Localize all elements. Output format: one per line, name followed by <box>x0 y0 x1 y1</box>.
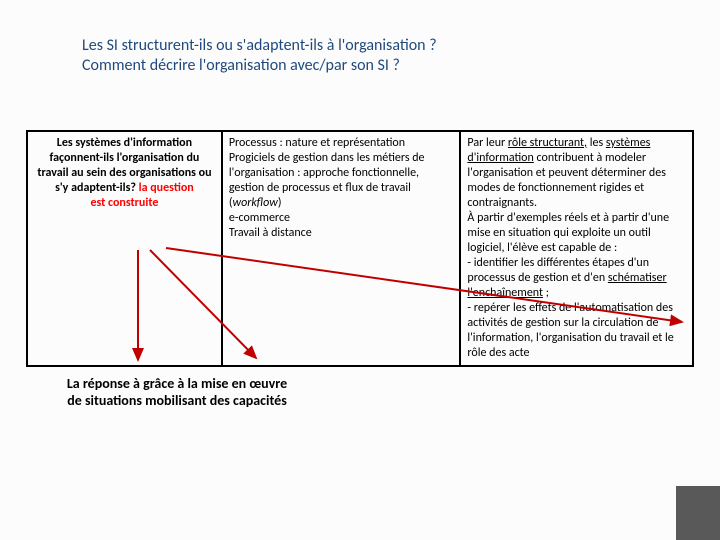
context-p4: - repérer les effets de l'automatisation… <box>467 301 686 361</box>
context-p2: À partir d'exemples réels et à partir d'… <box>467 211 686 256</box>
content-table: Les systèmes d'information façonnent-ils… <box>26 130 694 367</box>
cell-context: Par leur rôle structurant, les systèmes … <box>461 132 692 365</box>
context-p1: Par leur rôle structurant, les systèmes … <box>467 136 686 211</box>
notion-travail: Travail à distance <box>229 226 454 241</box>
cell-notions: Processus : nature et représentation Pro… <box>223 132 462 365</box>
notion-ecommerce: e-commerce <box>229 211 454 226</box>
cell-question: Les systèmes d'information façonnent-ils… <box>28 132 223 365</box>
title-line-2: Comment décrire l'organisation avec/par … <box>82 56 622 76</box>
title-block: Les SI structurent-ils ou s'adaptent-ils… <box>82 36 622 76</box>
question-highlight-1: la question <box>139 181 194 195</box>
response-text: La réponse à grâce à la mise en œuvre de… <box>66 376 288 410</box>
notion-progiciels: Progiciels de gestion dans les métiers d… <box>229 151 454 211</box>
title-line-1: Les SI structurent-ils ou s'adaptent-ils… <box>82 36 622 56</box>
table-row: Les systèmes d'information façonnent-ils… <box>28 132 692 365</box>
notion-processus: Processus : nature et représentation <box>229 136 454 151</box>
slide-decoration <box>676 486 720 540</box>
context-p3: - identifier les différentes étapes d'un… <box>467 256 686 301</box>
question-highlight-2: est construite <box>90 196 158 210</box>
